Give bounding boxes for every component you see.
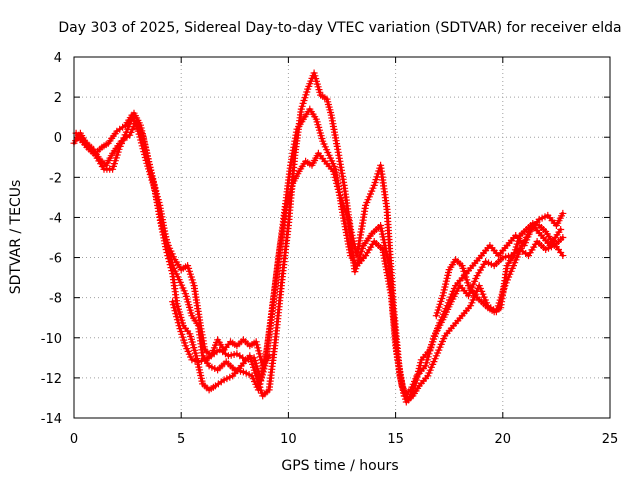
- data-point-marker: [258, 374, 266, 382]
- data-point-marker: [188, 356, 196, 364]
- y-tick-label: -12: [41, 372, 62, 387]
- data-point-marker: [265, 352, 273, 360]
- data-point-marker: [259, 368, 267, 376]
- x-axis-label: GPS time / hours: [281, 458, 398, 474]
- data-point-marker: [255, 347, 263, 355]
- data-point-marker: [164, 252, 172, 260]
- x-tick-label: 25: [602, 432, 619, 447]
- data-point-marker: [162, 246, 170, 253]
- y-tick-label: -2: [49, 171, 62, 186]
- data-point-marker: [254, 344, 262, 352]
- plot-frame: [73, 56, 611, 419]
- data-point-marker: [429, 338, 436, 346]
- data-point-marker: [257, 356, 265, 364]
- data-point-marker: [172, 310, 180, 318]
- data-point-marker: [427, 344, 435, 352]
- data-point-marker: [429, 335, 437, 343]
- data-point-marker: [258, 371, 266, 379]
- y-tick-label: 0: [54, 131, 62, 146]
- data-point-marker: [163, 249, 171, 256]
- y-tick-label: -14: [41, 412, 62, 427]
- y-tick-label: -8: [49, 292, 62, 307]
- data-point-marker: [174, 319, 182, 327]
- data-point-marker: [194, 358, 202, 366]
- y-tick-label: -10: [41, 332, 62, 347]
- data-point-marker: [166, 261, 174, 269]
- data-point-marker: [256, 350, 263, 358]
- data-point-marker: [191, 357, 199, 365]
- data-point-marker: [173, 316, 181, 324]
- data-point-marker: [171, 307, 179, 315]
- data-point-marker: [425, 350, 433, 358]
- chart-title: Day 303 of 2025, Sidereal Day-to-day VTE…: [58, 20, 621, 36]
- x-tick-label: 0: [70, 432, 78, 447]
- y-tick-label: -4: [49, 211, 62, 226]
- data-point-marker: [532, 221, 540, 228]
- data-point-marker: [165, 258, 173, 266]
- data-point-marker: [557, 225, 565, 233]
- series-track-4: [169, 298, 273, 370]
- data-point-marker: [198, 357, 206, 365]
- data-point-marker: [428, 341, 436, 349]
- data-point-marker: [423, 356, 431, 364]
- data-point-marker: [559, 209, 567, 217]
- data-point-marker: [173, 313, 181, 321]
- data-point-marker: [559, 252, 567, 260]
- y-tick-label: 4: [54, 51, 62, 66]
- data-series: [70, 69, 567, 406]
- series-track-5: [432, 220, 567, 320]
- series-line: [74, 107, 565, 398]
- data-point-marker: [422, 362, 430, 370]
- x-tick-label: 10: [280, 432, 297, 447]
- data-point-marker: [424, 353, 432, 361]
- y-tick-label: 2: [54, 91, 62, 106]
- data-point-marker: [559, 234, 567, 241]
- y-tick-label: -6: [49, 252, 62, 267]
- data-point-marker: [170, 304, 178, 312]
- x-tick-label: 15: [387, 432, 404, 447]
- series-track-3: [74, 69, 567, 406]
- x-tick-label: 20: [495, 432, 512, 447]
- data-point-marker: [253, 341, 261, 349]
- data-point-marker: [426, 347, 434, 355]
- data-point-marker: [256, 353, 264, 361]
- data-point-marker: [252, 338, 260, 346]
- data-point-marker: [169, 298, 177, 306]
- data-point-marker: [168, 267, 176, 275]
- y-axis-label: SDTVAR / TECUs: [8, 180, 24, 295]
- data-point-marker: [529, 220, 537, 227]
- data-point-marker: [423, 359, 430, 367]
- x-tick-label: 5: [177, 432, 185, 447]
- data-point-marker: [167, 264, 175, 272]
- data-point-marker: [165, 255, 173, 263]
- data-point-marker: [169, 301, 177, 309]
